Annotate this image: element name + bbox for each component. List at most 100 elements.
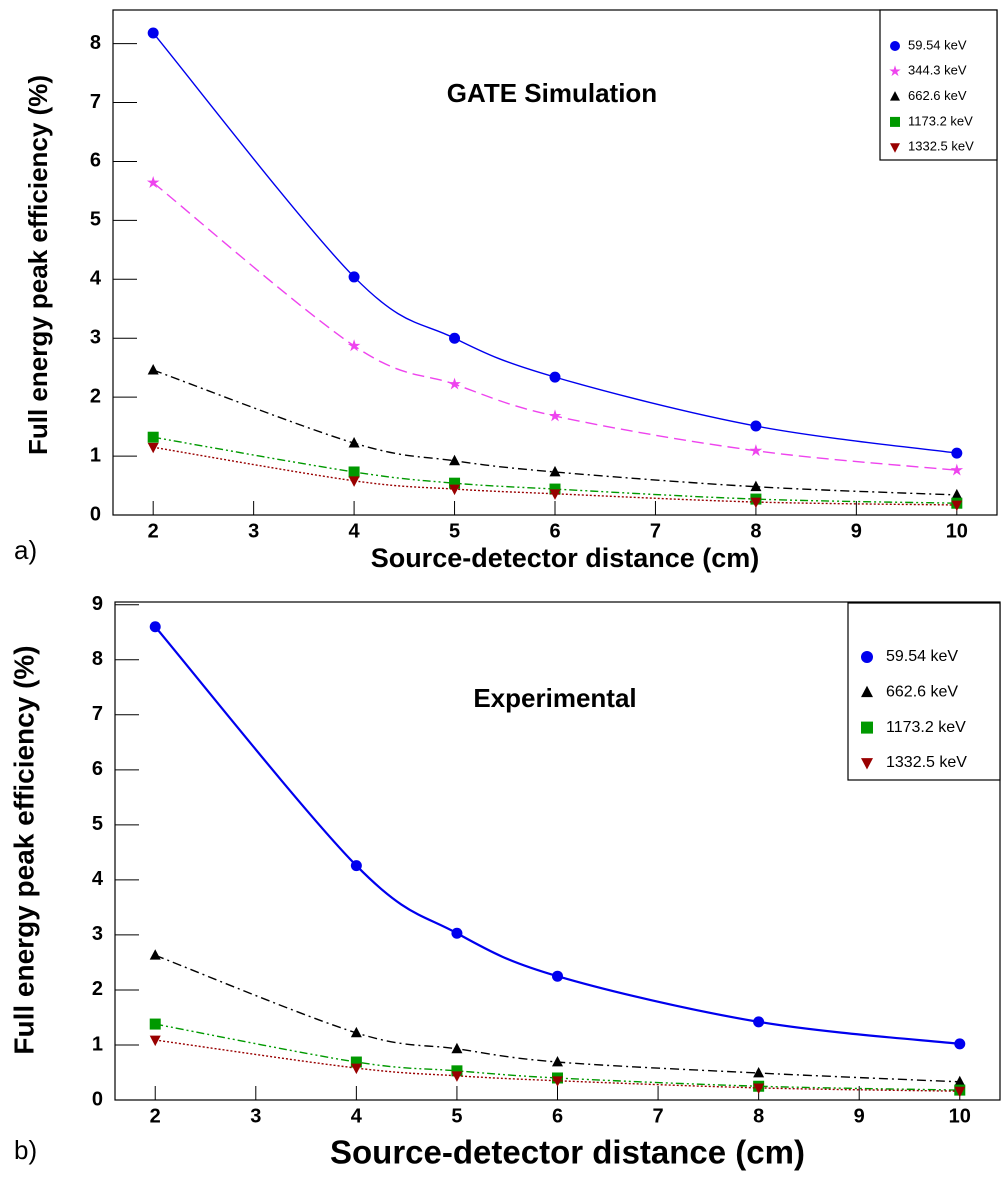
series-line xyxy=(154,626,960,1045)
marker xyxy=(147,431,159,443)
y-tick-label: 3 xyxy=(90,327,101,349)
legend-marker xyxy=(890,41,900,51)
y-tick-label: 0 xyxy=(90,503,101,525)
y-tick-label: 7 xyxy=(90,91,101,113)
marker xyxy=(548,409,562,422)
marker xyxy=(954,1086,966,1098)
marker xyxy=(149,621,161,633)
y-axis-label: Full energy peak efficiency (%) xyxy=(8,645,39,1054)
x-tick-label: 4 xyxy=(349,520,361,542)
marker xyxy=(451,927,463,939)
marker xyxy=(549,465,561,477)
series-line xyxy=(152,369,957,496)
chart-title: Experimental xyxy=(473,683,636,713)
legend-marker xyxy=(890,116,900,127)
legend-marker xyxy=(861,721,873,734)
marker xyxy=(348,476,360,487)
y-tick-label: 3 xyxy=(92,923,103,945)
legend-label: 59.54 keV xyxy=(908,37,967,52)
legend-marker xyxy=(861,651,873,663)
marker xyxy=(954,1075,966,1087)
y-tick-label: 9 xyxy=(92,593,103,615)
legend-label: 59.54 keV xyxy=(886,648,958,665)
y-tick-label: 4 xyxy=(92,868,104,890)
marker xyxy=(350,1063,362,1075)
legend-label: 662.6 keV xyxy=(908,88,967,103)
y-tick-label: 2 xyxy=(90,385,101,407)
marker xyxy=(149,949,161,960)
legend-label: 1173.2 keV xyxy=(886,719,966,736)
marker xyxy=(549,489,561,500)
y-tick-label: 7 xyxy=(92,703,103,725)
marker xyxy=(449,484,461,496)
chart-title: GATE Simulation xyxy=(447,78,657,108)
x-tick-label: 6 xyxy=(552,1105,563,1127)
marker xyxy=(347,339,361,352)
x-tick-label: 5 xyxy=(449,520,460,542)
series-line xyxy=(153,436,957,504)
marker xyxy=(451,1042,463,1054)
marker xyxy=(350,1026,362,1038)
x-tick-label: 3 xyxy=(248,520,259,542)
y-tick-label: 5 xyxy=(92,813,103,835)
x-tick-label: 4 xyxy=(351,1105,363,1127)
marker xyxy=(451,1071,463,1082)
marker xyxy=(552,1055,563,1067)
marker xyxy=(350,1056,362,1068)
panel-label: b) xyxy=(14,1135,37,1165)
y-tick-label: 8 xyxy=(90,32,101,54)
marker xyxy=(749,444,763,457)
y-tick-label: 1 xyxy=(90,444,101,466)
marker xyxy=(552,1076,563,1087)
x-tick-label: 6 xyxy=(549,520,560,542)
series-line xyxy=(153,446,957,506)
marker xyxy=(147,27,159,39)
legend-marker xyxy=(889,65,901,77)
x-tick-label: 8 xyxy=(750,520,761,542)
y-tick-label: 6 xyxy=(92,758,103,780)
x-axis-label: Source-detector distance (cm) xyxy=(371,543,760,573)
series-line xyxy=(152,182,957,471)
legend-label: 1332.5 keV xyxy=(886,754,967,771)
marker xyxy=(350,860,362,872)
x-tick-label: 9 xyxy=(854,1105,865,1127)
marker xyxy=(448,377,461,390)
legend-label: 344.3 keV xyxy=(908,63,967,78)
marker xyxy=(149,1035,161,1047)
marker xyxy=(750,420,762,432)
marker xyxy=(951,447,963,459)
x-tick-label: 8 xyxy=(753,1105,764,1127)
x-tick-label: 7 xyxy=(653,1105,664,1127)
legend-marker xyxy=(861,685,873,698)
y-axis-label: Full energy peak efficiency (%) xyxy=(23,75,53,455)
legend-marker xyxy=(890,91,900,101)
marker xyxy=(147,442,159,454)
y-tick-label: 1 xyxy=(92,1033,103,1055)
x-tick-label: 7 xyxy=(650,520,661,542)
marker xyxy=(549,483,561,495)
marker xyxy=(348,466,360,478)
marker xyxy=(750,480,762,492)
legend-label: 1332.5 keV xyxy=(908,139,974,154)
legend-label: 1173.2 keV xyxy=(908,113,973,128)
x-tick-label: 5 xyxy=(451,1105,462,1127)
series-line xyxy=(154,954,960,1083)
marker xyxy=(954,1038,966,1050)
panel-label: a) xyxy=(14,535,37,565)
x-tick-label: 9 xyxy=(851,520,862,542)
legend-box xyxy=(879,9,998,161)
marker xyxy=(449,332,461,344)
x-tick-label: 10 xyxy=(949,1105,971,1127)
legend-marker xyxy=(861,758,873,770)
marker xyxy=(951,500,963,512)
series-line xyxy=(155,1039,960,1092)
x-tick-label: 3 xyxy=(250,1105,261,1127)
series-line xyxy=(155,1023,960,1091)
x-tick-label: 2 xyxy=(148,520,159,542)
marker xyxy=(951,488,963,500)
marker xyxy=(753,1066,765,1078)
legend-box xyxy=(847,602,1001,781)
marker xyxy=(552,970,563,982)
y-tick-label: 4 xyxy=(90,268,102,290)
